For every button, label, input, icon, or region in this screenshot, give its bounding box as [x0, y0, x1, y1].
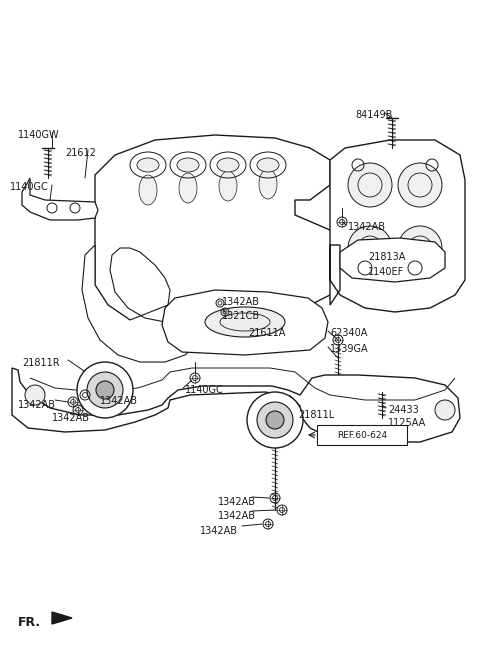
- Text: 1342AB: 1342AB: [18, 400, 56, 410]
- Polygon shape: [340, 238, 445, 282]
- Polygon shape: [95, 135, 340, 335]
- Ellipse shape: [219, 171, 237, 201]
- Ellipse shape: [139, 175, 157, 205]
- Circle shape: [25, 385, 45, 405]
- Text: 1342AB: 1342AB: [200, 526, 238, 536]
- Circle shape: [348, 163, 392, 207]
- Circle shape: [435, 400, 455, 420]
- Circle shape: [257, 402, 293, 438]
- Text: 1342AB: 1342AB: [52, 413, 90, 423]
- Text: 1321CB: 1321CB: [222, 311, 260, 321]
- Ellipse shape: [257, 158, 279, 172]
- Ellipse shape: [259, 169, 277, 199]
- Circle shape: [87, 372, 123, 408]
- Circle shape: [398, 163, 442, 207]
- Text: FR.: FR.: [18, 616, 41, 629]
- Text: 1140GW: 1140GW: [18, 130, 60, 140]
- Text: 1342AB: 1342AB: [218, 497, 256, 507]
- Circle shape: [266, 411, 284, 429]
- Text: 1339GA: 1339GA: [330, 344, 369, 354]
- Polygon shape: [12, 368, 460, 442]
- Circle shape: [348, 226, 392, 270]
- Polygon shape: [22, 178, 98, 220]
- Text: 1140GC: 1140GC: [185, 385, 224, 395]
- Text: 1342AB: 1342AB: [100, 396, 138, 406]
- Text: 1342AB: 1342AB: [222, 297, 260, 307]
- Circle shape: [247, 392, 303, 448]
- Polygon shape: [162, 290, 328, 355]
- Text: 21612: 21612: [65, 148, 96, 158]
- Circle shape: [77, 362, 133, 418]
- Polygon shape: [330, 140, 465, 312]
- Ellipse shape: [179, 173, 197, 203]
- Polygon shape: [82, 245, 215, 362]
- Ellipse shape: [137, 158, 159, 172]
- Text: 1342AB: 1342AB: [348, 222, 386, 232]
- Text: 21611A: 21611A: [248, 328, 286, 338]
- FancyBboxPatch shape: [317, 425, 407, 445]
- Text: 21813A: 21813A: [368, 252, 406, 262]
- Text: 21811L: 21811L: [298, 410, 334, 420]
- Text: 84149B: 84149B: [355, 110, 392, 120]
- Circle shape: [398, 226, 442, 270]
- Text: 1140GC: 1140GC: [10, 182, 49, 192]
- Ellipse shape: [217, 158, 239, 172]
- Text: REF.60-624: REF.60-624: [337, 430, 387, 440]
- Ellipse shape: [205, 307, 285, 337]
- Text: 1140EF: 1140EF: [368, 267, 404, 277]
- Text: 1125AA: 1125AA: [388, 418, 426, 428]
- Text: 24433: 24433: [388, 405, 419, 415]
- Text: 21811R: 21811R: [22, 358, 60, 368]
- Text: 62340A: 62340A: [330, 328, 367, 338]
- Text: 1342AB: 1342AB: [218, 511, 256, 521]
- Ellipse shape: [177, 158, 199, 172]
- Polygon shape: [52, 612, 72, 624]
- Circle shape: [96, 381, 114, 399]
